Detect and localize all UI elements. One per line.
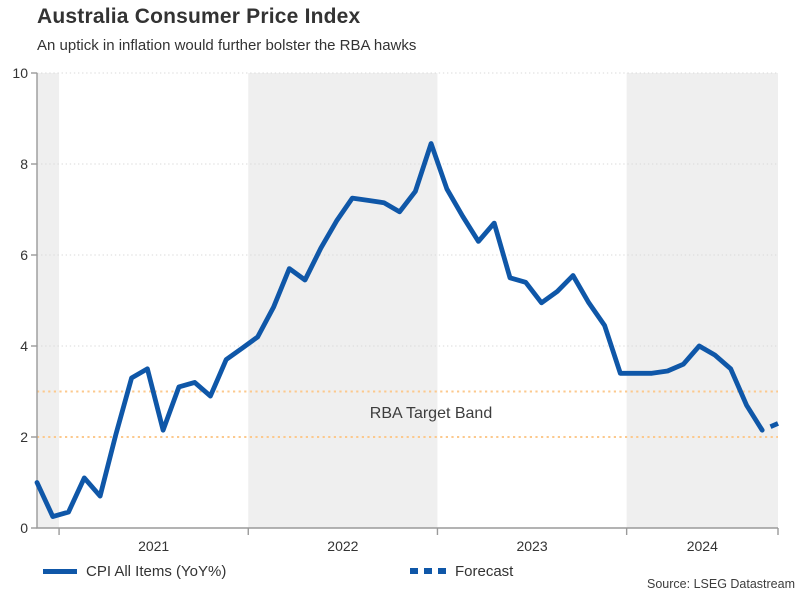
rba-target-band-label: RBA Target Band: [369, 405, 493, 422]
year-shading-bands: [37, 73, 778, 528]
legend-label-cpi: CPI All Items (YoY%): [86, 562, 227, 580]
legend-item-cpi: CPI All Items (YoY%): [43, 562, 227, 580]
y-tick-label: 8: [20, 156, 28, 172]
year-band: [37, 73, 60, 528]
x-tick-label: 2024: [687, 538, 718, 554]
y-axis: 0 2 4 6 8 10: [12, 65, 37, 536]
page-title: Australia Consumer Price Index: [37, 5, 361, 28]
dotted-line-swatch: [410, 568, 446, 574]
cpi-line: [34, 141, 765, 519]
solid-line-swatch: [43, 568, 77, 574]
gridlines: [37, 72, 778, 347]
target-band-lines: [37, 390, 778, 438]
legend-label-forecast: Forecast: [455, 562, 514, 580]
x-tick-label: 2021: [138, 538, 169, 554]
page-subtitle: An uptick in inflation would further bol…: [37, 37, 417, 54]
year-band: [248, 73, 438, 528]
year-band: [626, 73, 778, 528]
y-tick-label: 6: [20, 247, 28, 263]
y-tick-label: 0: [20, 520, 28, 536]
x-axis: 2021 2022 2023 2024: [58, 528, 779, 554]
source-credit: Source: LSEG Datastream: [647, 577, 795, 591]
legend-item-forecast: Forecast: [410, 562, 514, 580]
forecast-line: [761, 421, 779, 433]
y-tick-label: 10: [12, 65, 28, 81]
y-tick-label: 2: [20, 429, 28, 445]
x-tick-label: 2022: [327, 538, 358, 554]
x-tick-label: 2023: [516, 538, 547, 554]
y-tick-label: 4: [20, 338, 28, 354]
